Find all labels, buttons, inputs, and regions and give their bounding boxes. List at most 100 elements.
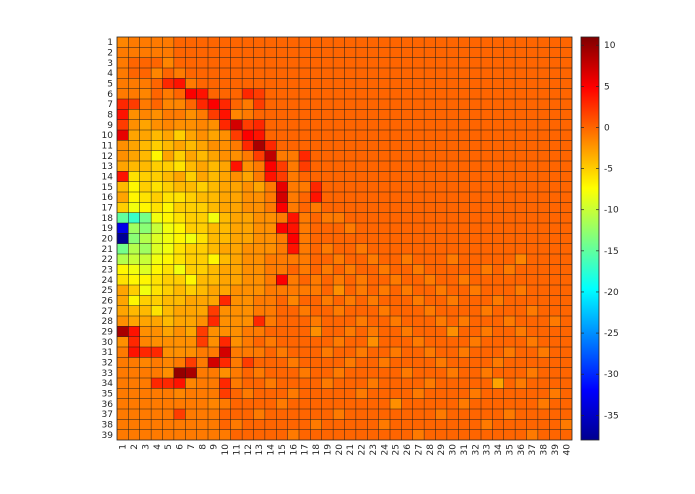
heatmap-cell xyxy=(424,57,436,69)
heatmap-cell xyxy=(526,295,538,306)
y-tick-label: 5 xyxy=(107,80,113,90)
heatmap-cell xyxy=(492,316,504,327)
heatmap-cell xyxy=(333,233,345,244)
heatmap-cell xyxy=(549,57,561,69)
heatmap-cell xyxy=(424,367,436,379)
heatmap-cell xyxy=(503,367,516,379)
heatmap-cell xyxy=(162,99,174,110)
heatmap-cell xyxy=(560,357,573,368)
colorbar-tick-label: -30 xyxy=(604,370,619,380)
heatmap-cell xyxy=(219,388,231,399)
heatmap-cell xyxy=(458,47,470,58)
heatmap-cell xyxy=(196,130,209,141)
heatmap-cell xyxy=(287,357,300,368)
heatmap-cell xyxy=(560,264,573,275)
heatmap-cell xyxy=(367,305,379,317)
heatmap-cell xyxy=(549,233,561,244)
heatmap-cell xyxy=(253,202,265,213)
heatmap-cell xyxy=(469,274,482,286)
heatmap-cell xyxy=(481,357,493,368)
heatmap-cell xyxy=(299,264,311,275)
heatmap-cell xyxy=(412,57,425,69)
heatmap-cell xyxy=(424,243,436,255)
heatmap-cell xyxy=(151,57,163,69)
heatmap-cell xyxy=(412,274,425,286)
heatmap-cell xyxy=(481,347,493,358)
heatmap-cell xyxy=(310,88,322,100)
heatmap-cell xyxy=(173,99,186,110)
heatmap-cell xyxy=(492,192,504,203)
heatmap-cell xyxy=(344,88,356,100)
heatmap-cell xyxy=(333,429,345,441)
heatmap-cell xyxy=(253,316,265,327)
heatmap-cell xyxy=(435,47,447,58)
heatmap-cell xyxy=(390,285,402,296)
heatmap-cell xyxy=(173,243,186,255)
heatmap-cell xyxy=(310,99,322,110)
heatmap-cell xyxy=(526,171,538,182)
heatmap-cell xyxy=(253,47,265,58)
heatmap-cell xyxy=(355,233,368,244)
heatmap-cell xyxy=(469,119,482,131)
heatmap-cell xyxy=(264,68,277,79)
heatmap-cell xyxy=(196,357,209,368)
heatmap-cell xyxy=(208,171,220,182)
heatmap-cell xyxy=(162,398,174,410)
heatmap-cell xyxy=(549,130,561,141)
heatmap-cell xyxy=(264,398,277,410)
heatmap-cell xyxy=(299,223,311,234)
heatmap-cell xyxy=(560,161,573,172)
heatmap-cell xyxy=(276,316,288,327)
heatmap-cell xyxy=(492,398,504,410)
heatmap-cell xyxy=(173,398,186,410)
y-tick-label: 37 xyxy=(102,410,113,420)
heatmap-cell xyxy=(162,37,174,48)
heatmap-cell xyxy=(537,99,550,110)
heatmap-cell xyxy=(208,409,220,420)
x-tick-label: 39 xyxy=(551,444,561,456)
heatmap-cell xyxy=(185,99,197,110)
heatmap-cell xyxy=(151,388,163,399)
heatmap-cell xyxy=(139,78,152,89)
heatmap-cell xyxy=(355,254,368,265)
heatmap-cell xyxy=(230,161,243,172)
heatmap-cell xyxy=(264,223,277,234)
heatmap-cell xyxy=(378,171,391,182)
heatmap-cell xyxy=(310,130,322,141)
heatmap-cell xyxy=(310,233,322,244)
heatmap-cell xyxy=(446,264,459,275)
heatmap-cell xyxy=(242,285,254,296)
heatmap-cell xyxy=(378,336,391,348)
heatmap-cell xyxy=(526,243,538,255)
heatmap-cell xyxy=(378,202,391,213)
heatmap-cell xyxy=(242,47,254,58)
heatmap-cell xyxy=(469,388,482,399)
heatmap-cell xyxy=(458,347,470,358)
heatmap-cell xyxy=(333,78,345,89)
heatmap-cell xyxy=(560,78,573,89)
heatmap-cell xyxy=(549,171,561,182)
heatmap-cell xyxy=(401,243,413,255)
heatmap-cell xyxy=(549,119,561,131)
heatmap-cell xyxy=(526,398,538,410)
heatmap-cell xyxy=(151,181,163,193)
heatmap-cell xyxy=(173,88,186,100)
heatmap-cell xyxy=(355,336,368,348)
heatmap-cell xyxy=(242,88,254,100)
heatmap-cell xyxy=(481,398,493,410)
heatmap-cell xyxy=(310,378,322,389)
heatmap-cell xyxy=(390,336,402,348)
x-tick-label: 23 xyxy=(369,444,379,455)
heatmap-cell xyxy=(492,99,504,110)
heatmap-cell xyxy=(321,233,334,244)
heatmap-cell xyxy=(560,419,573,430)
heatmap-cell xyxy=(367,367,379,379)
heatmap-cell xyxy=(230,274,243,286)
heatmap-cell xyxy=(287,37,300,48)
heatmap-cell xyxy=(492,347,504,358)
heatmap-cell xyxy=(355,295,368,306)
heatmap-cell xyxy=(173,223,186,234)
y-tick-label: 17 xyxy=(102,204,113,214)
heatmap-cell xyxy=(390,316,402,327)
